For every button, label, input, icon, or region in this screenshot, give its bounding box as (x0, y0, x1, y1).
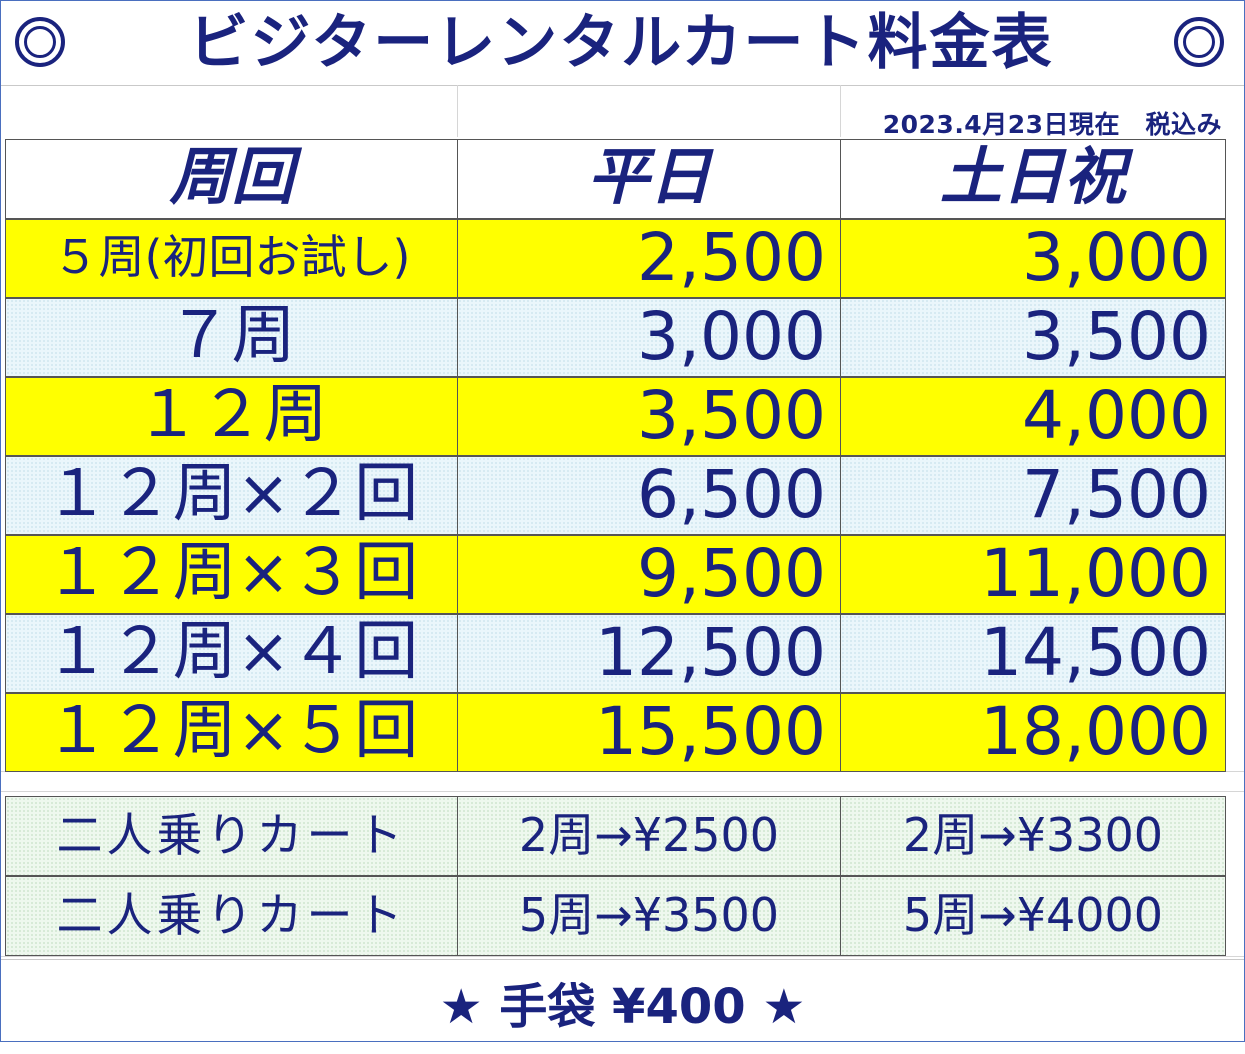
header-laps: 周回 (5, 139, 458, 219)
gridline (840, 85, 841, 137)
row-weekend-price: 14,500 (840, 614, 1226, 693)
row-weekday-price: 15,500 (457, 693, 841, 772)
header-weekday: 平日 (457, 139, 841, 219)
header-weekend: 土日祝 (840, 139, 1226, 219)
gridline (1, 956, 1244, 957)
row-weekday-price: 12,500 (457, 614, 841, 693)
tandem-weekend-price: 5周→¥4000 (840, 876, 1226, 956)
row-weekday-price: 3,500 (457, 377, 841, 456)
as-of-date: 2023.4月23日現在 税込み (882, 110, 1222, 139)
double-circle-icon (1174, 17, 1224, 67)
date-row: 2023.4月23日現在 税込み (1, 85, 1244, 139)
row-weekend-price: 7,500 (840, 456, 1226, 535)
tandem-label: 二人乗りカート (5, 876, 458, 956)
row-weekend-price: 3,000 (840, 219, 1226, 298)
row-weekend-price: 11,000 (840, 535, 1226, 614)
row-laps: １２周×５回 (5, 693, 458, 772)
title-row: ビジターレンタルカート料金表 (1, 1, 1244, 86)
gridline (1, 791, 1244, 792)
row-weekend-price: 3,500 (840, 298, 1226, 377)
row-weekday-price: 3,000 (457, 298, 841, 377)
row-weekend-price: 18,000 (840, 693, 1226, 772)
tandem-weekday-price: 5周→¥3500 (457, 876, 841, 956)
row-weekday-price: 2,500 (457, 219, 841, 298)
tandem-label: 二人乗りカート (5, 796, 458, 876)
gridline (457, 85, 458, 137)
page-title: ビジターレンタルカート料金表 (188, 8, 1054, 78)
tandem-weekday-price: 2周→¥2500 (457, 796, 841, 876)
row-weekday-price: 6,500 (457, 456, 841, 535)
row-laps: １２周×４回 (5, 614, 458, 693)
row-laps: １２周 (5, 377, 458, 456)
row-weekend-price: 4,000 (840, 377, 1226, 456)
row-laps: ５周(初回お試し) (5, 219, 458, 298)
row-weekday-price: 9,500 (457, 535, 841, 614)
row-laps: ７周 (5, 298, 458, 377)
tandem-weekend-price: 2周→¥3300 (840, 796, 1226, 876)
row-laps: １２周×３回 (5, 535, 458, 614)
row-laps: １２周×２回 (5, 456, 458, 535)
gloves-price-footer: ★ 手袋 ¥400 ★ (1, 959, 1244, 1042)
double-circle-icon (15, 17, 65, 67)
